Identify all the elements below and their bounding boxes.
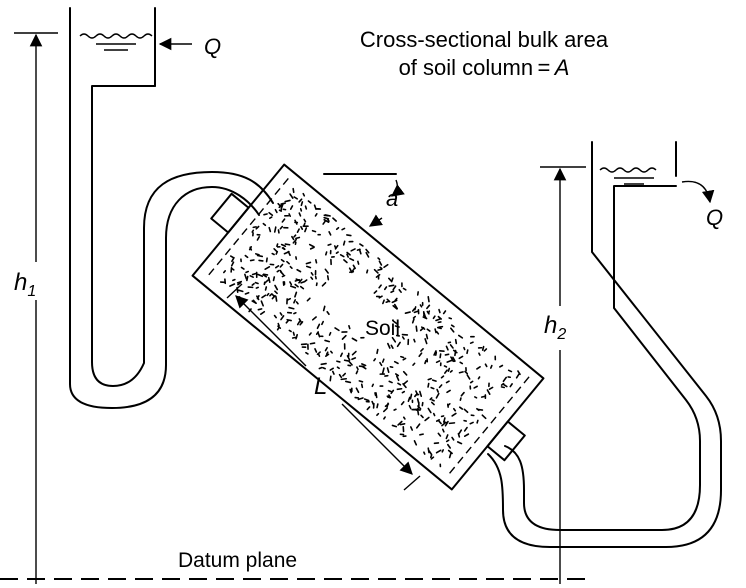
- flow-out-arrow: [681, 180, 715, 204]
- head-h1-label: h1: [14, 269, 36, 300]
- left-connecting-tube: [69, 171, 274, 409]
- soil-label: Soil: [365, 317, 400, 340]
- datum-label: Datum plane: [178, 549, 297, 572]
- flow-in-label: Q: [204, 34, 221, 59]
- angle-indicator: [323, 173, 405, 227]
- area-variable: A: [553, 55, 570, 80]
- length-label: L: [314, 373, 327, 400]
- title-line-1: Cross-sectional bulk area: [360, 27, 609, 52]
- head-h1-letter: h: [14, 269, 27, 296]
- head-h2-dimension: [540, 166, 586, 584]
- head-h2-label: h2: [544, 312, 566, 343]
- angle-label: a: [386, 186, 398, 211]
- length-dimension: [226, 283, 421, 491]
- title-line-2-text: of soil column =: [399, 55, 555, 80]
- right-reservoir: [599, 141, 677, 196]
- head-h2-subscript: 2: [556, 326, 566, 343]
- head-h1-dimension: [14, 32, 58, 584]
- right-connecting-tube: [487, 141, 722, 548]
- head-h2-letter: h: [544, 312, 557, 339]
- soil-particles: [219, 187, 521, 468]
- flow-out-label: Q: [706, 205, 723, 230]
- head-h1-subscript: 1: [27, 283, 36, 300]
- soil-column: [191, 163, 545, 491]
- title-line-2: of soil column = A: [399, 55, 570, 80]
- left-reservoir: [69, 7, 156, 385]
